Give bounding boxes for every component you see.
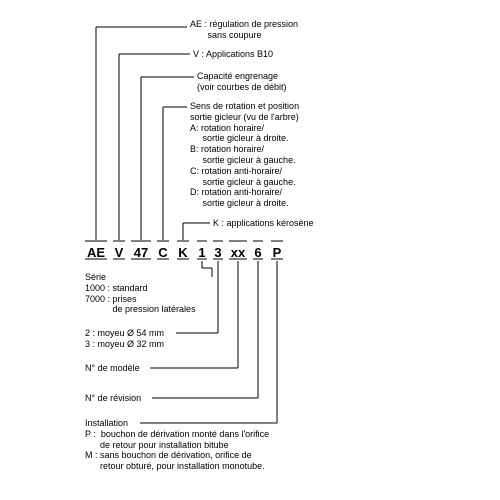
diagram-canvas: AE V 47 CK13 xx 6P AE : régulation de pressio… — [0, 0, 500, 500]
annotation-K-label: K : applications kérosène — [213, 218, 314, 229]
annotation-3-label: 2 : moyeu Ø 54 mm 3 : moyeu Ø 32 mm — [85, 328, 164, 350]
code-seg-AE: AE — [85, 245, 107, 261]
code-seg-P: P — [271, 245, 283, 261]
annotation-6-label: N° de révision — [85, 393, 141, 404]
annotation-1-label: Série 1000 : standard 7000 : prises de p… — [85, 272, 196, 315]
code-seg-3: 3 — [213, 245, 223, 261]
annotation-xx-label: N° de modèle — [85, 363, 140, 374]
annotation-AE-label: AE : régulation de pression sans coupure — [190, 19, 298, 41]
annotation-47-label: Capacité engrenage (voir courbes de débi… — [197, 71, 287, 93]
code-seg-6: 6 — [253, 245, 263, 261]
annotation-V-label: V : Applications B10 — [193, 49, 273, 60]
annotation-P-label: Installation P : bouchon de dérivation m… — [85, 418, 269, 472]
code-seg-xx: xx — [229, 245, 247, 261]
code-seg-1: 1 — [197, 245, 207, 261]
code-seg-K: K — [177, 245, 189, 261]
code-seg-V: V — [113, 245, 125, 261]
code-seg-C: C — [157, 245, 169, 261]
annotation-C-label: Sens de rotation et position sortie gicl… — [190, 101, 299, 209]
code-seg-47: 47 — [131, 245, 151, 261]
